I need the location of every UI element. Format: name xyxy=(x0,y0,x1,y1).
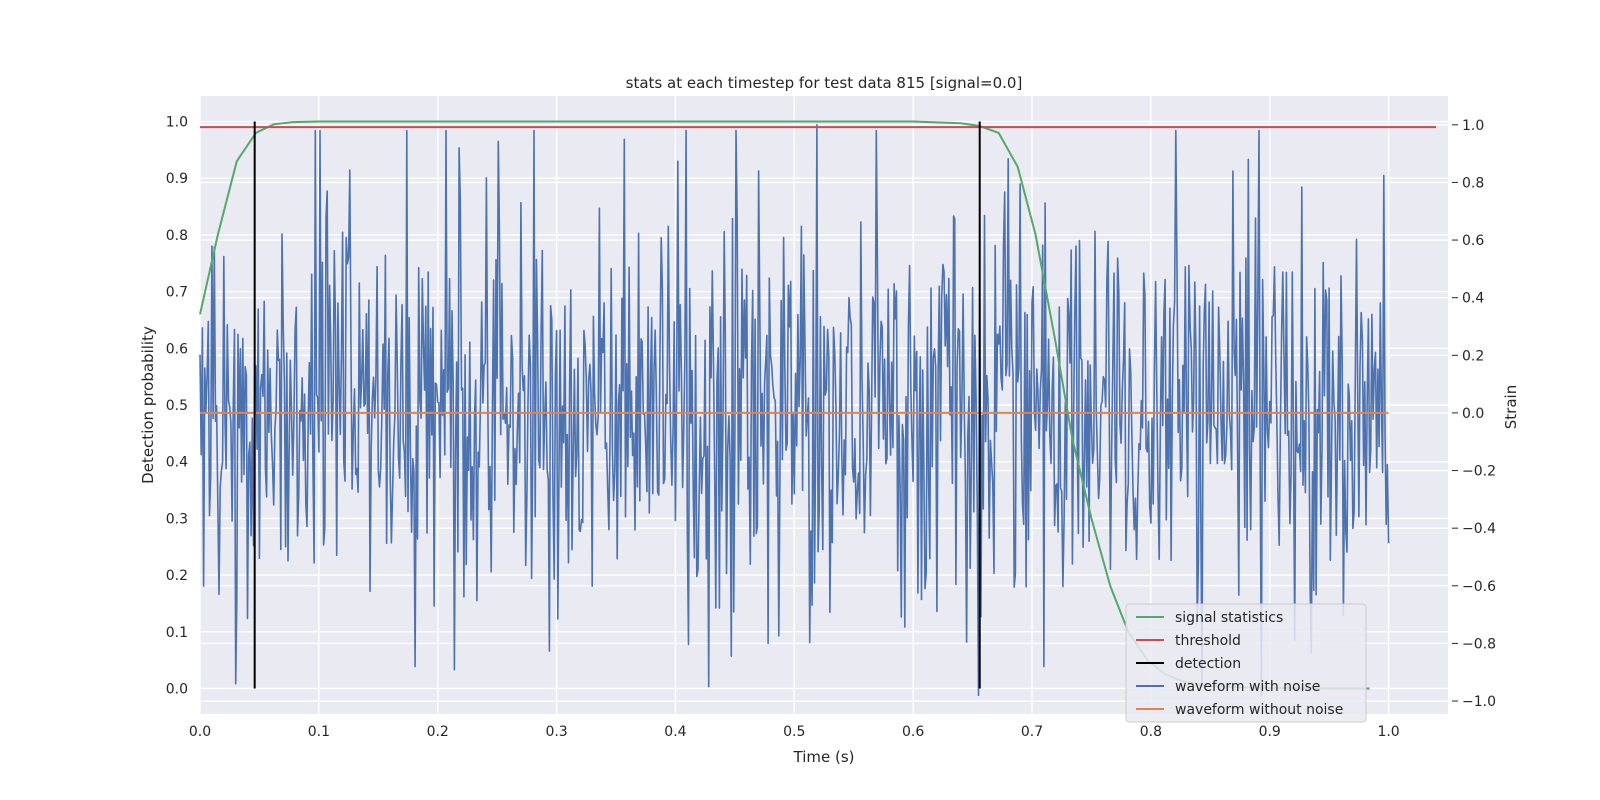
x-tick-label: 0.0 xyxy=(189,724,211,740)
y-tick-label-left: 0.1 xyxy=(166,625,188,641)
tick-labels: 0.0 0.1 0.2 0.3 0.4 0.5 0.6 0.7 0.8 0.9 1.0 0.0 0.1 0… xyxy=(166,115,1496,740)
x-tick-label: 0.5 xyxy=(783,724,805,740)
legend-label-detection: detection xyxy=(1175,656,1241,672)
x-axis-label: Time (s) xyxy=(793,748,855,766)
y-tick-label-right: −1.0 xyxy=(1462,694,1496,710)
legend-label-waveform-without-noise: waveform without noise xyxy=(1175,702,1343,718)
y-tick-label-left: 0.5 xyxy=(166,398,188,414)
y-axis-label-right: Strain xyxy=(1502,385,1520,429)
y-tick-label-right: 0.6 xyxy=(1462,233,1484,249)
y-tick-label-left: 1.0 xyxy=(166,115,188,131)
series-waveform-with-noise xyxy=(199,124,1390,697)
y-tick-label-left: 0.2 xyxy=(166,568,188,584)
x-tick-label: 0.9 xyxy=(1259,724,1281,740)
x-tick-label: 0.4 xyxy=(664,724,686,740)
y-tick-label-left: 0.0 xyxy=(166,681,188,697)
x-tick-label: 0.2 xyxy=(427,724,449,740)
series-layer xyxy=(199,120,1437,697)
x-tick-label: 0.6 xyxy=(902,724,924,740)
legend-box xyxy=(1125,603,1367,723)
y-tick-label-right: 0.4 xyxy=(1462,291,1484,307)
y-tick-label-left: 0.9 xyxy=(166,171,188,187)
y-tick-label-right: −0.8 xyxy=(1462,636,1496,652)
y-tick-label-left: 0.6 xyxy=(166,341,188,357)
y-tick-label-left: 0.8 xyxy=(166,228,188,244)
x-tick-label: 0.3 xyxy=(545,724,567,740)
legend: signal statistics threshold detection wa… xyxy=(1125,603,1367,723)
x-tick-label: 1.0 xyxy=(1377,724,1399,740)
chart-title: stats at each timestep for test data 815… xyxy=(626,74,1023,92)
legend-label-threshold: threshold xyxy=(1175,633,1241,649)
y-tick-label-right: 0.8 xyxy=(1462,175,1484,191)
y-tick-label-right: −0.4 xyxy=(1462,521,1496,537)
x-tick-label: 0.1 xyxy=(308,724,330,740)
y-tick-label-left: 0.4 xyxy=(166,455,188,471)
y-tick-label-left: 0.3 xyxy=(166,511,188,527)
legend-label-signal-statistics: signal statistics xyxy=(1175,610,1283,626)
y-tick-label-right: 0.0 xyxy=(1462,406,1484,422)
y-axis-label-left: Detection probability xyxy=(139,326,157,484)
y-tick-label-right: −0.6 xyxy=(1462,579,1496,595)
y-tick-label-right: −0.2 xyxy=(1462,464,1496,480)
legend-label-waveform-with-noise: waveform with noise xyxy=(1175,679,1320,695)
x-tick-label: 0.7 xyxy=(1021,724,1043,740)
y-tick-label-right: 1.0 xyxy=(1462,118,1484,134)
y-tick-label-left: 0.7 xyxy=(166,285,188,301)
x-tick-label: 0.8 xyxy=(1140,724,1162,740)
y-tick-label-right: 0.2 xyxy=(1462,348,1484,364)
